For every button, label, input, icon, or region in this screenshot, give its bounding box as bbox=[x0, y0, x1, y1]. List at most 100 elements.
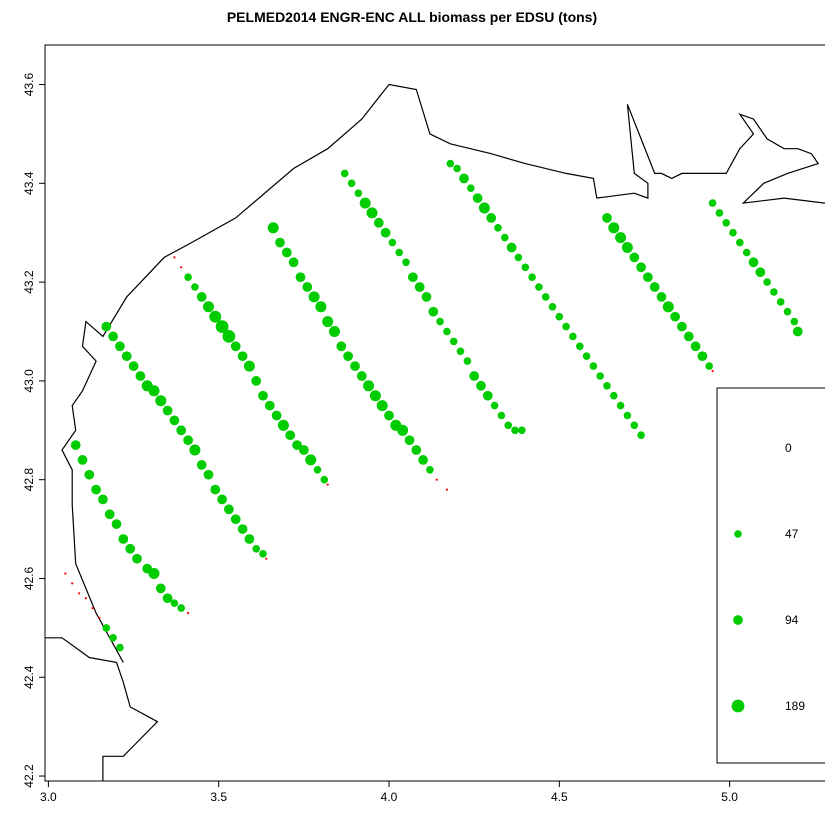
edsu-point bbox=[486, 213, 497, 223]
edsu-point bbox=[384, 410, 394, 421]
edsu-point bbox=[373, 217, 384, 228]
edsu-point bbox=[128, 361, 139, 371]
edsu-point bbox=[271, 410, 282, 421]
y-tick-label: 42.6 bbox=[22, 566, 36, 590]
y-tick-label: 42.4 bbox=[22, 665, 36, 689]
edsu-point bbox=[215, 320, 229, 333]
y-tick-label: 43.2 bbox=[22, 270, 36, 294]
edsu-point bbox=[518, 426, 526, 435]
edsu-point bbox=[162, 405, 173, 416]
edsu-point bbox=[135, 371, 146, 381]
edsu-point bbox=[463, 357, 472, 365]
edsu-point bbox=[643, 272, 653, 283]
edsu-point bbox=[354, 189, 363, 197]
edsu-point bbox=[125, 543, 136, 554]
edsu-point bbox=[637, 431, 645, 439]
edsu-point bbox=[748, 257, 759, 268]
edsu-point bbox=[230, 341, 241, 352]
edsu-point bbox=[366, 207, 378, 219]
edsu-point bbox=[615, 232, 627, 244]
edsu-point bbox=[191, 283, 199, 291]
edsu-point bbox=[313, 466, 322, 474]
edsu-point bbox=[243, 360, 255, 372]
edsu-point bbox=[118, 534, 129, 544]
plot-frame bbox=[44, 44, 825, 782]
edsu-point bbox=[320, 475, 329, 484]
edsu-point bbox=[169, 415, 180, 426]
edsu-point bbox=[237, 351, 248, 362]
edsu-point bbox=[237, 524, 248, 534]
edsu-point bbox=[472, 193, 483, 203]
edsu-point bbox=[729, 228, 737, 237]
edsu-point bbox=[224, 504, 234, 515]
edsu-point bbox=[277, 419, 289, 431]
edsu-point bbox=[535, 283, 543, 291]
edsu-point bbox=[596, 372, 604, 380]
edsu-point bbox=[428, 306, 439, 317]
edsu-point bbox=[736, 238, 744, 247]
legend-symbol bbox=[731, 699, 745, 713]
edsu-point bbox=[350, 361, 360, 371]
edsu-point bbox=[70, 440, 81, 450]
edsu-point bbox=[98, 616, 101, 620]
edsu-point bbox=[490, 401, 499, 410]
edsu-point bbox=[497, 411, 506, 420]
edsu-point bbox=[267, 222, 279, 234]
edsu-point bbox=[562, 322, 570, 331]
chart-title: PELMED2014 ENGR-ENC ALL biomass per EDSU… bbox=[227, 9, 597, 25]
edsu-point bbox=[84, 597, 87, 600]
edsu-point bbox=[91, 607, 94, 610]
edsu-point bbox=[482, 390, 493, 401]
edsu-point bbox=[210, 484, 221, 495]
edsu-point bbox=[170, 599, 179, 607]
coastline-segment bbox=[61, 83, 825, 663]
edsu-point bbox=[281, 247, 292, 258]
edsu-point bbox=[264, 400, 275, 411]
legend: 0 47 94 189 bbox=[716, 387, 825, 764]
legend-symbol bbox=[733, 615, 743, 625]
edsu-point bbox=[621, 241, 633, 254]
edsu-point bbox=[328, 325, 341, 338]
edsu-point bbox=[446, 159, 455, 168]
edsu-point bbox=[755, 267, 766, 278]
edsu-point bbox=[322, 316, 334, 328]
edsu-point bbox=[411, 445, 422, 455]
edsu-point bbox=[116, 643, 124, 652]
edsu-point bbox=[91, 484, 101, 495]
legend-label: 189 bbox=[785, 699, 805, 713]
edsu-point bbox=[326, 483, 329, 486]
edsu-point bbox=[299, 445, 309, 455]
edsu-point bbox=[111, 519, 122, 529]
edsu-point bbox=[629, 252, 640, 263]
x-tick-label: 4.0 bbox=[381, 790, 398, 804]
edsu-point bbox=[308, 291, 320, 303]
edsu-point bbox=[252, 545, 260, 553]
edsu-point bbox=[292, 440, 302, 450]
edsu-point bbox=[259, 550, 267, 558]
y-tick-label: 42.8 bbox=[22, 468, 36, 492]
edsu-point bbox=[336, 341, 347, 352]
edsu-point bbox=[104, 509, 115, 520]
edsu-point bbox=[602, 213, 612, 223]
edsu-point bbox=[315, 301, 327, 313]
edsu-point bbox=[305, 454, 317, 466]
edsu-point bbox=[443, 327, 451, 336]
edsu-point bbox=[404, 435, 415, 446]
edsu-point bbox=[792, 326, 803, 337]
edsu-point bbox=[196, 292, 207, 302]
edsu-point bbox=[108, 331, 118, 342]
edsu-point bbox=[501, 233, 509, 242]
x-tick-label: 5.0 bbox=[721, 790, 738, 804]
edsu-point bbox=[64, 572, 67, 575]
edsu-point bbox=[363, 380, 375, 392]
edsu-point bbox=[202, 301, 215, 313]
edsu-point bbox=[359, 197, 371, 209]
edsu-point bbox=[77, 455, 88, 465]
edsu-point bbox=[548, 303, 557, 311]
x-tick-label: 3.0 bbox=[40, 790, 57, 804]
edsu-point bbox=[476, 380, 486, 391]
edsu-point bbox=[414, 282, 425, 292]
edsu-point bbox=[426, 466, 434, 474]
edsu-point bbox=[456, 347, 465, 356]
edsu-point bbox=[369, 390, 381, 402]
